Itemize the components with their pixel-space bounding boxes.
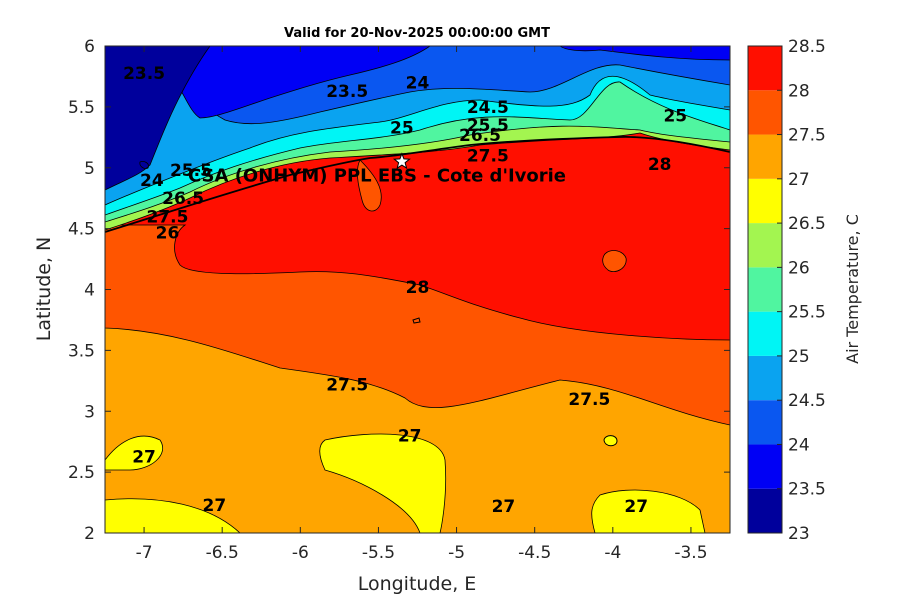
colorbar-tick-label: 27	[788, 170, 810, 190]
x-tick-label: -6.5	[206, 543, 239, 563]
small-island	[412, 317, 421, 324]
band-23	[105, 46, 211, 191]
contour-label: 27	[492, 497, 516, 517]
colorbar-tick-label: 26.5	[788, 214, 826, 234]
y-tick-label: 3	[84, 402, 95, 422]
contour-label: 26.5	[459, 126, 501, 146]
band-28-5-spot	[602, 250, 627, 273]
site-star-icon	[392, 152, 411, 170]
site-marker: CSA (ONHYM) PPL EBS - Cote d'Ivorie	[188, 152, 566, 187]
site-label: CSA (ONHYM) PPL EBS - Cote d'Ivorie	[188, 166, 566, 187]
y-axis-label: Latitude, N	[33, 237, 55, 342]
y-tick-label: 5	[84, 159, 95, 179]
contour-label: 27	[132, 447, 156, 467]
contour-label: 25.5	[170, 161, 212, 181]
contour-label: 24.5	[467, 98, 509, 118]
y-tick-label: 2	[84, 524, 95, 544]
x-tick-label: -6	[292, 543, 309, 563]
contour-label: 24	[140, 171, 164, 191]
y-tick-label: 6	[84, 37, 95, 57]
colorbar-swatch	[748, 46, 782, 91]
y-axis-ticks: 2 2.5 3 3.5 4 4.5 5 5.5 6	[68, 37, 730, 544]
colorbar-swatch	[748, 488, 782, 533]
colorbar-frame	[747, 45, 783, 534]
contour-label: 25	[663, 106, 687, 126]
colorbar-swatch	[748, 355, 782, 401]
colorbar-swatch	[748, 444, 782, 489]
colorbar-swatch	[748, 311, 782, 356]
contour-label: 27.5	[326, 375, 368, 395]
colorbar-swatch	[748, 134, 782, 179]
colorbar-tick-label: 28	[788, 81, 810, 101]
colorbar-tick-label: 25.5	[788, 303, 826, 323]
contour-label: 23.5	[326, 82, 368, 102]
contour-label: 26	[156, 223, 180, 243]
contour-label: 27.5	[467, 147, 509, 167]
contour-label: 27	[398, 427, 422, 447]
colorbar-tick-label: 23	[788, 524, 810, 544]
colorbar-tick-label: 24.5	[788, 391, 826, 411]
contour-label: 27	[203, 496, 227, 516]
colorbar-tick-label: 28.5	[788, 37, 826, 57]
colorbar-swatch	[748, 90, 782, 135]
x-tick-label: -3.5	[674, 543, 707, 563]
y-tick-label: 3.5	[68, 341, 95, 361]
x-tick-label: -4.5	[518, 543, 551, 563]
colorbar: 23 23.5 24 24.5 25 25.5 26 26.5 27 27.5 28 28.5	[747, 37, 826, 544]
chart-title: Valid for 20-Nov-2025 00:00:00 GMT	[284, 26, 550, 41]
contour-label: 25.5	[467, 116, 509, 136]
colorbar-tick-label: 23.5	[788, 480, 826, 500]
x-axis-label: Longitude, E	[358, 573, 477, 595]
colorbar-swatch	[748, 267, 782, 312]
colorbar-label: Air Temperature, C	[843, 214, 862, 364]
colorbar-swatch	[748, 400, 782, 445]
x-axis-ticks: -7 -6.5 -6 -5.5 -5 -4.5 -4 -3.5	[136, 46, 708, 563]
x-tick-label: -7	[136, 543, 153, 563]
y-tick-label: 5.5	[68, 98, 95, 118]
colorbar-tick-label: 24	[788, 435, 810, 455]
contour-label: 27	[624, 497, 648, 517]
x-tick-label: -4	[604, 543, 621, 563]
y-tick-label: 2.5	[68, 463, 95, 483]
small-isle-spot	[603, 435, 618, 447]
colorbar-swatch	[748, 223, 782, 268]
colorbar-tick-label: 26	[788, 258, 810, 278]
contour-label: 27.5	[147, 207, 189, 227]
coastline	[105, 136, 730, 233]
x-tick-label: -5	[448, 543, 465, 563]
band-27-5-coast-tongue	[356, 159, 382, 212]
temperature-field	[105, 46, 730, 533]
y-tick-label: 4	[84, 281, 95, 301]
contour-label: 26.5	[162, 189, 204, 209]
colorbar-tick-label: 25	[788, 347, 810, 367]
contour-label: 23.5	[123, 64, 165, 84]
x-tick-label: -5.5	[362, 543, 395, 563]
contour-label: 27.5	[568, 390, 610, 410]
colorbar-tick-label: 27.5	[788, 126, 826, 146]
contour-label: 28	[406, 278, 430, 298]
band-26-5-region	[105, 433, 706, 533]
contour-label: 28	[648, 155, 672, 175]
contour-label: 24	[406, 74, 430, 94]
contour-label: 25	[390, 119, 414, 139]
y-tick-label: 4.5	[68, 220, 95, 240]
colorbar-swatch	[748, 178, 782, 224]
